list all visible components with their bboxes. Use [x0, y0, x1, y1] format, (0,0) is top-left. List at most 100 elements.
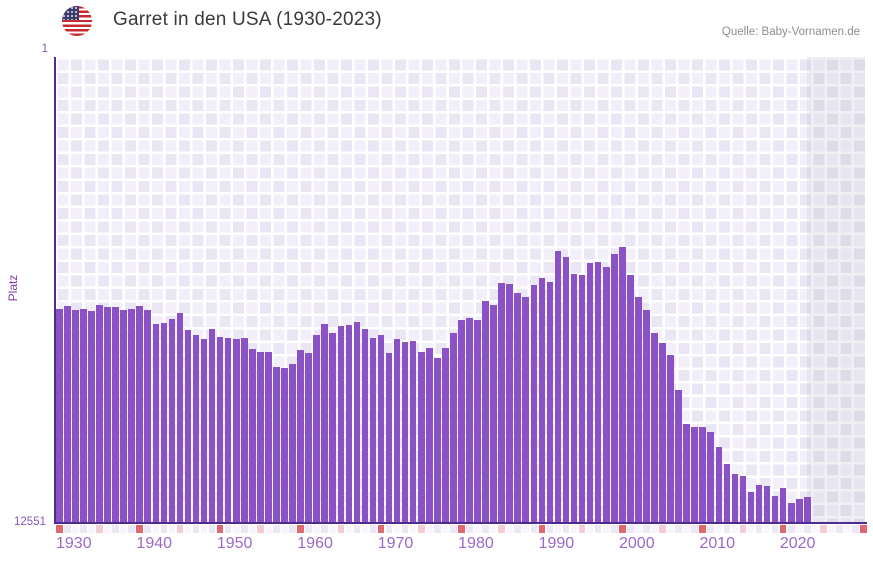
bar-1948[interactable] — [200, 339, 208, 523]
year-tick-1982 — [474, 525, 481, 533]
bar-2010[interactable] — [699, 427, 707, 523]
year-tick-1951 — [224, 525, 232, 533]
bar-2022[interactable] — [795, 499, 803, 523]
bar-1997[interactable] — [594, 261, 602, 523]
bar-2002[interactable] — [635, 297, 642, 523]
bar-1950[interactable] — [216, 336, 224, 523]
bar-1939[interactable] — [128, 309, 135, 523]
bar-2005[interactable] — [659, 343, 666, 523]
bar-1984[interactable] — [490, 305, 497, 523]
bar-1946[interactable] — [184, 330, 192, 523]
bar-1951[interactable] — [224, 338, 232, 523]
bar-1978[interactable] — [442, 347, 449, 523]
bar-1998[interactable] — [602, 266, 610, 523]
bar-1989[interactable] — [530, 285, 538, 523]
bar-1964[interactable] — [329, 333, 337, 523]
bar-1958[interactable] — [281, 367, 288, 523]
bar-1990[interactable] — [538, 277, 546, 523]
bar-2019[interactable] — [771, 496, 779, 523]
bar-2009[interactable] — [691, 427, 698, 523]
bar-2012[interactable] — [715, 447, 723, 523]
bar-1993[interactable] — [562, 256, 570, 523]
bar-1944[interactable] — [168, 318, 176, 523]
bar-1991[interactable] — [546, 282, 554, 523]
bar-1999[interactable] — [610, 253, 618, 523]
bar-1937[interactable] — [112, 307, 119, 523]
bar-2020[interactable] — [779, 487, 787, 523]
bar-2015[interactable] — [739, 476, 747, 523]
bar-1963[interactable] — [321, 323, 328, 523]
bar-1996[interactable] — [586, 263, 594, 523]
bar-1975[interactable] — [417, 352, 425, 523]
bar-1962[interactable] — [313, 335, 320, 523]
bar-1985[interactable] — [498, 282, 505, 523]
bar-1942[interactable] — [152, 323, 160, 523]
bar-1966[interactable] — [345, 325, 353, 523]
bar-2004[interactable] — [651, 333, 658, 523]
bar-2007[interactable] — [675, 390, 682, 523]
y-axis-title: Platz — [6, 274, 20, 302]
bar-1934[interactable] — [88, 310, 95, 523]
bar-1981[interactable] — [466, 318, 473, 523]
bar-2014[interactable] — [731, 473, 739, 523]
bar-2018[interactable] — [763, 486, 771, 523]
bar-1977[interactable] — [434, 357, 441, 523]
bar-1968[interactable] — [361, 329, 369, 523]
bar-2016[interactable] — [747, 492, 755, 523]
bar-2017[interactable] — [755, 485, 763, 523]
bar-2008[interactable] — [683, 424, 690, 523]
bar-1987[interactable] — [514, 292, 522, 523]
bar-1947[interactable] — [192, 335, 200, 523]
bar-1965[interactable] — [337, 326, 345, 523]
bar-2000[interactable] — [619, 246, 626, 523]
bar-1953[interactable] — [240, 338, 248, 523]
bar-1935[interactable] — [96, 305, 103, 523]
year-tick-1967 — [353, 525, 361, 533]
bar-1955[interactable] — [257, 352, 264, 523]
bar-1930[interactable] — [56, 309, 63, 523]
year-tick-1962 — [313, 525, 320, 533]
bar-1972[interactable] — [393, 339, 401, 523]
x-axis-label-2020: 2020 — [779, 535, 816, 552]
bar-1979[interactable] — [450, 333, 457, 523]
bar-1949[interactable] — [208, 329, 216, 523]
bar-1976[interactable] — [425, 347, 433, 523]
bar-1961[interactable] — [305, 352, 312, 523]
bar-2003[interactable] — [643, 310, 650, 523]
bar-1982[interactable] — [474, 320, 481, 523]
bar-1933[interactable] — [80, 309, 87, 523]
bar-1959[interactable] — [289, 364, 296, 523]
bar-1974[interactable] — [409, 341, 417, 523]
bar-1971[interactable] — [385, 352, 393, 523]
bar-1952[interactable] — [232, 339, 240, 523]
bar-1994[interactable] — [570, 274, 578, 523]
bar-1945[interactable] — [176, 313, 184, 523]
bar-2021[interactable] — [787, 502, 795, 523]
bar-2011[interactable] — [707, 432, 715, 523]
bar-1992[interactable] — [554, 251, 562, 523]
bar-2001[interactable] — [627, 274, 634, 523]
bar-2023[interactable] — [803, 497, 811, 523]
bar-1940[interactable] — [136, 306, 144, 523]
bar-2013[interactable] — [723, 463, 731, 523]
bar-1969[interactable] — [369, 338, 377, 523]
bar-1973[interactable] — [401, 341, 409, 523]
bar-1932[interactable] — [72, 310, 79, 523]
bar-1988[interactable] — [522, 297, 530, 523]
bar-1943[interactable] — [160, 323, 168, 523]
bar-1986[interactable] — [506, 284, 513, 523]
bar-1980[interactable] — [458, 320, 465, 523]
bar-1936[interactable] — [104, 307, 111, 523]
bar-1954[interactable] — [249, 349, 256, 523]
bar-1957[interactable] — [273, 367, 280, 523]
bar-1931[interactable] — [64, 306, 71, 523]
bar-1983[interactable] — [482, 300, 489, 523]
bar-1967[interactable] — [353, 321, 361, 523]
bar-1956[interactable] — [265, 352, 272, 523]
bar-1941[interactable] — [144, 310, 152, 523]
bar-2006[interactable] — [667, 354, 674, 523]
bar-1995[interactable] — [578, 274, 586, 523]
bar-1938[interactable] — [120, 310, 127, 523]
bar-1960[interactable] — [297, 349, 304, 523]
bar-1970[interactable] — [377, 335, 385, 523]
